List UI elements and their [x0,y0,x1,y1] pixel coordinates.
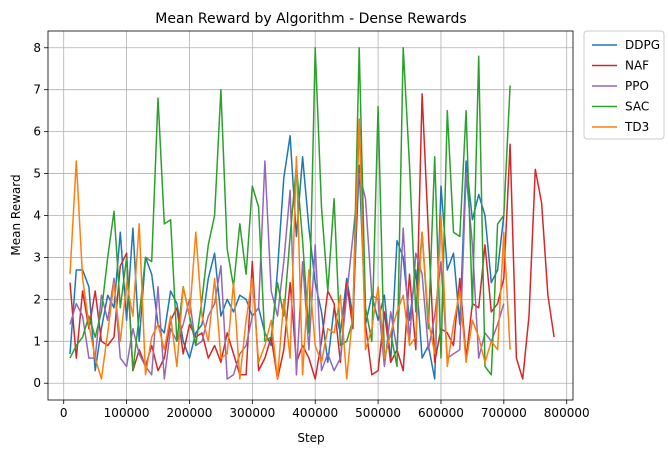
legend-label-naf: NAF [625,59,649,73]
legend: DDPG NAF PPO SAC TD3 [583,30,665,140]
y-tick-label: 6 [33,125,41,139]
series-line-naf [69,93,555,380]
y-tick-label: 4 [33,209,41,223]
y-tick-label: 2 [33,292,41,306]
x-axis-ticks: 0 100000 200000 300000 400000 500000 600000 700… [60,400,590,420]
legend-label-ddpg: DDPG [625,38,660,52]
x-tick-label: 200000 [167,406,213,420]
y-tick-label: 0 [33,376,41,390]
y-axis-ticks: 0 1 2 3 4 5 6 7 8 [33,41,48,390]
x-tick-label: 700000 [481,406,527,420]
legend-label-ppo: PPO [625,79,649,93]
x-tick-label: 300000 [229,406,275,420]
series-line-ppo [69,160,505,380]
x-tick-label: 400000 [292,406,338,420]
x-tick-label: 600000 [418,406,464,420]
y-tick-label: 1 [33,334,41,348]
legend-box [583,30,665,140]
chart-title: Mean Reward by Algorithm - Dense Rewards [155,11,466,27]
y-tick-label: 8 [33,41,41,55]
x-tick-label: 0 [60,406,68,420]
series-line-sac [69,47,511,376]
x-tick-label: 100000 [104,406,150,420]
x-tick-label: 500000 [355,406,401,420]
y-tick-label: 7 [33,83,41,97]
series-group [69,47,555,380]
legend-label-td3: TD3 [624,120,649,134]
x-axis-label: Step [297,431,324,445]
series-line-td3 [69,118,511,380]
y-tick-label: 3 [33,250,41,264]
y-axis-label: Mean Reward [9,174,23,255]
y-tick-label: 5 [33,167,41,181]
legend-label-sac: SAC [625,100,649,114]
x-tick-label: 800000 [544,406,590,420]
